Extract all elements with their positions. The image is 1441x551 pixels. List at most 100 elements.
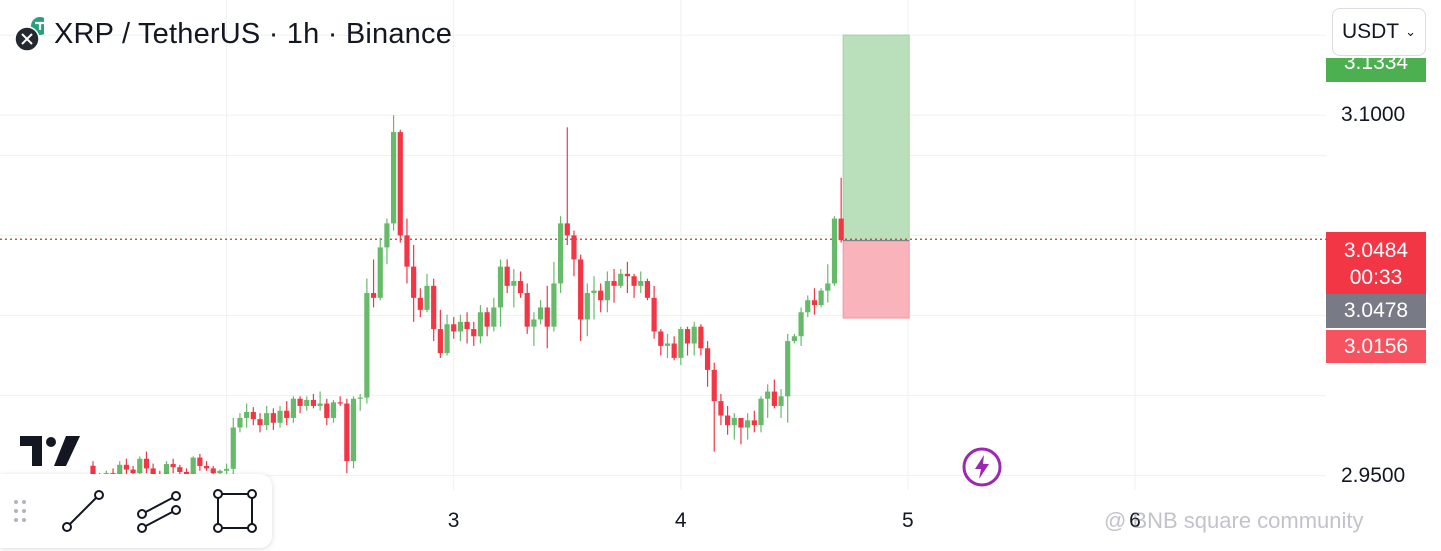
candle: [297, 396, 303, 414]
candle: [818, 288, 824, 308]
candle: [317, 391, 323, 411]
candle: [725, 405, 731, 435]
candle: [137, 456, 143, 476]
tradingview-logo: [20, 436, 82, 471]
candle-body: [731, 417, 737, 426]
stop-zone: [842, 240, 910, 319]
long-position-zones[interactable]: [842, 34, 910, 319]
candle: [424, 273, 430, 313]
candle-body: [290, 398, 296, 418]
rectangle-tool-icon[interactable]: [210, 488, 260, 534]
candle: [591, 276, 597, 320]
candle: [337, 396, 343, 406]
candle-body: [304, 399, 310, 406]
chart-grid: [0, 0, 1326, 490]
candle-body: [411, 266, 417, 298]
candle-body: [284, 410, 290, 418]
lightning-icon[interactable]: [962, 447, 1002, 487]
candle: [658, 329, 664, 356]
chart-title-bar[interactable]: XRP / TetherUS · 1h · Binance: [14, 14, 452, 54]
candle: [778, 389, 784, 418]
candle: [197, 453, 203, 471]
candle-body: [457, 321, 463, 332]
candle-body: [504, 266, 510, 286]
candle: [731, 413, 737, 440]
candle-body: [838, 218, 844, 241]
candle: [497, 259, 504, 327]
time-tick-label: 6: [1129, 509, 1141, 532]
candle-body: [651, 297, 657, 332]
candle: [745, 413, 751, 440]
candle: [524, 283, 530, 334]
candle-body: [297, 398, 303, 406]
currency-selector[interactable]: USDT ⌄: [1332, 8, 1426, 56]
candle-countdown: 00:33: [1349, 266, 1403, 289]
current-price-value: 3.0484: [1343, 239, 1409, 262]
candle-body: [818, 290, 824, 306]
candle: [350, 396, 357, 469]
candle: [257, 413, 263, 433]
chevron-down-icon: ⌄: [1405, 24, 1417, 39]
candle-body: [571, 235, 577, 260]
target-price-tag: 3.1334: [1326, 58, 1426, 82]
candle: [671, 336, 677, 361]
price-tick-label: 2.9500: [1341, 463, 1406, 487]
candle-body: [684, 329, 691, 344]
candle: [417, 288, 423, 318]
candle: [290, 396, 296, 423]
parallel-channel-tool-icon[interactable]: [134, 488, 184, 534]
candle-body: [197, 457, 203, 466]
candle-body: [551, 283, 557, 327]
candle: [598, 283, 604, 313]
candle-body: [704, 348, 711, 370]
candle-body: [424, 285, 430, 310]
candle-body: [377, 247, 383, 298]
candle: [370, 259, 377, 308]
time-tick-label: 4: [674, 509, 687, 532]
candle-body: [738, 417, 744, 428]
candle-body: [671, 343, 677, 358]
xrp-logo-icon: [14, 17, 49, 52]
candle-body: [317, 403, 323, 406]
candle-body: [631, 276, 637, 286]
candle-body: [143, 458, 150, 469]
candle: [718, 393, 724, 426]
candle-body: [203, 465, 210, 469]
candle: [771, 379, 777, 409]
candle: [143, 451, 150, 474]
chart-title: XRP / TetherUS · 1h · Binance: [54, 17, 453, 50]
candle: [123, 458, 129, 476]
candle: [397, 129, 403, 243]
candle: [477, 305, 484, 344]
candle: [284, 401, 290, 426]
candle: [471, 321, 477, 346]
trend-line-tool-icon[interactable]: [58, 488, 108, 534]
candle: [324, 398, 330, 426]
candle: [838, 177, 844, 243]
drawing-toolbar: [0, 474, 272, 548]
candle: [411, 245, 417, 322]
candle: [177, 464, 183, 476]
candle-body: [811, 300, 818, 306]
candle-body: [718, 401, 724, 416]
candle-body: [277, 410, 283, 423]
candle-body: [798, 312, 804, 337]
candle: [344, 398, 350, 474]
candle-body: [604, 281, 610, 301]
candle: [264, 405, 270, 430]
candle-body: [397, 132, 403, 236]
candle: [364, 278, 370, 404]
candle-body: [664, 343, 671, 346]
candle-body: [765, 391, 771, 399]
candle: [210, 465, 216, 476]
candle: [571, 230, 577, 277]
candle-body: [364, 293, 370, 398]
candle-body: [578, 259, 584, 320]
candle: [270, 408, 276, 430]
entry-price-tag: 3.0478: [1326, 294, 1426, 328]
candle: [604, 271, 610, 313]
candle-body: [511, 281, 517, 286]
candle: [638, 271, 644, 294]
drag-handle-icon[interactable]: [0, 488, 40, 534]
